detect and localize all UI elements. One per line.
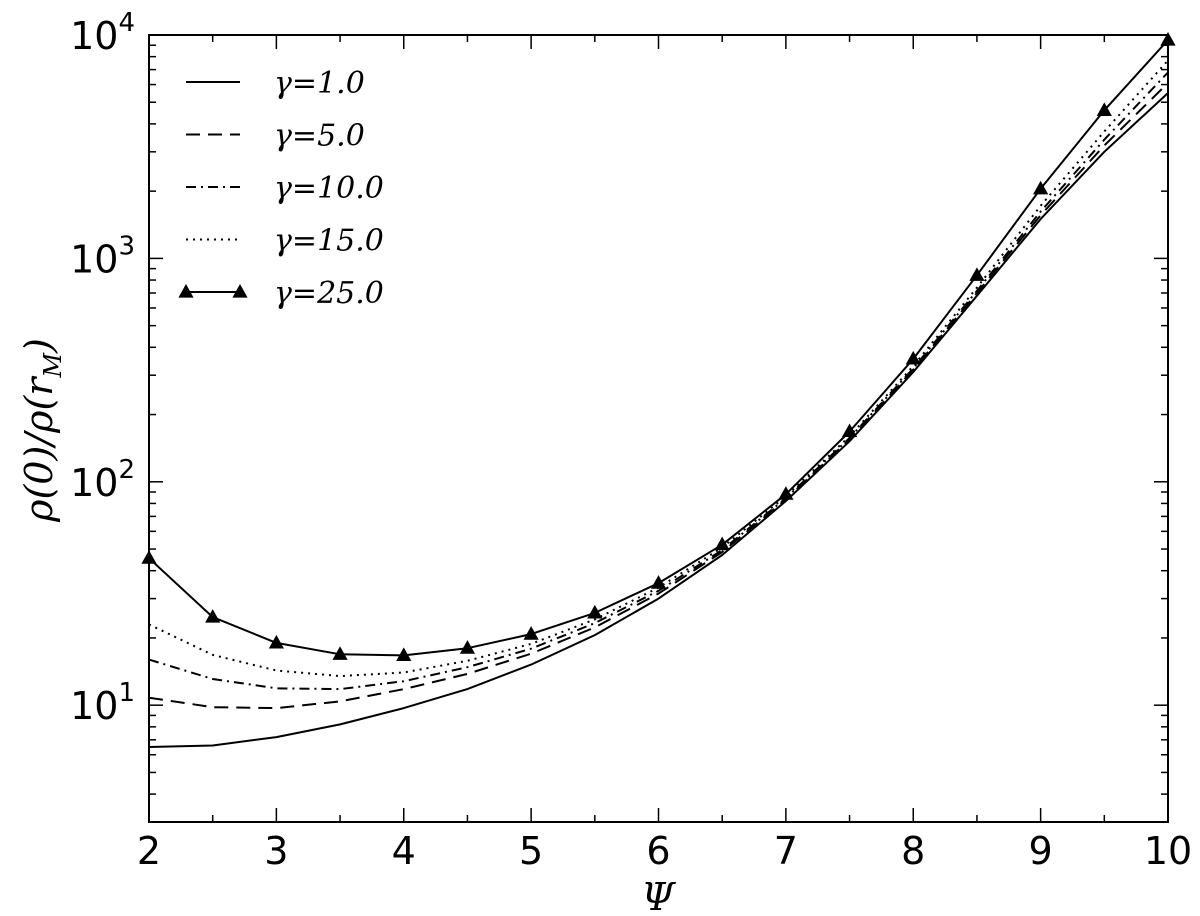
series-marker — [778, 486, 794, 500]
legend-label: γ=1.0 — [274, 66, 365, 101]
series-marker — [969, 267, 985, 281]
series-marker — [396, 647, 412, 662]
series-marker — [1033, 180, 1049, 195]
x-tick-label: 7 — [774, 829, 798, 873]
x-tick-label: 9 — [1029, 829, 1053, 873]
x-tick-label: 5 — [519, 829, 543, 873]
y-tick-label: 101 — [70, 678, 135, 728]
series-marker — [459, 640, 476, 654]
legend: γ=1.0 γ=5.0 γ=10.0 γ=15.0 γ=25.0 — [178, 66, 384, 311]
axis-ticks: 2 3 4 5 6 7 8 9 10 101 102 103 104 — [70, 8, 1192, 873]
legend-label: γ=10.0 — [274, 171, 384, 206]
legend-marker — [178, 284, 194, 298]
series-line-3 — [148, 71, 1169, 691]
plot-lines — [141, 31, 1176, 748]
series-marker — [650, 575, 667, 589]
legend-label: γ=25.0 — [274, 276, 384, 311]
y-tick-label: 104 — [70, 8, 135, 58]
x-tick-label: 10 — [1144, 829, 1192, 873]
series-marker — [1096, 102, 1112, 116]
series-line-1 — [148, 92, 1169, 748]
series-marker — [714, 536, 730, 551]
legend-label: γ=15.0 — [274, 224, 384, 259]
y-axis-label: ρ(0)/ρ(rM) — [17, 338, 67, 523]
series-marker — [205, 609, 221, 623]
legend-label: γ=5.0 — [274, 119, 365, 154]
x-axis-label: Ψ — [641, 875, 676, 916]
x-tick-label: 3 — [264, 829, 288, 873]
svg-text:ρ(0)/ρ(rM): ρ(0)/ρ(rM) — [17, 338, 67, 523]
series-marker — [905, 350, 921, 365]
series-marker — [587, 604, 603, 619]
x-tick-label: 6 — [646, 829, 670, 873]
series-line-2 — [148, 82, 1169, 710]
plot-frame — [148, 34, 1169, 823]
y-tick-label: 103 — [70, 231, 135, 281]
legend-marker — [232, 284, 248, 298]
x-tick-label: 2 — [137, 829, 161, 873]
x-tick-label: 4 — [392, 829, 416, 873]
series-marker — [332, 646, 348, 660]
x-tick-label: 8 — [901, 829, 925, 873]
series-marker — [841, 423, 858, 438]
y-tick-label: 102 — [70, 455, 135, 505]
series-marker — [268, 634, 284, 649]
series-marker — [523, 626, 539, 640]
